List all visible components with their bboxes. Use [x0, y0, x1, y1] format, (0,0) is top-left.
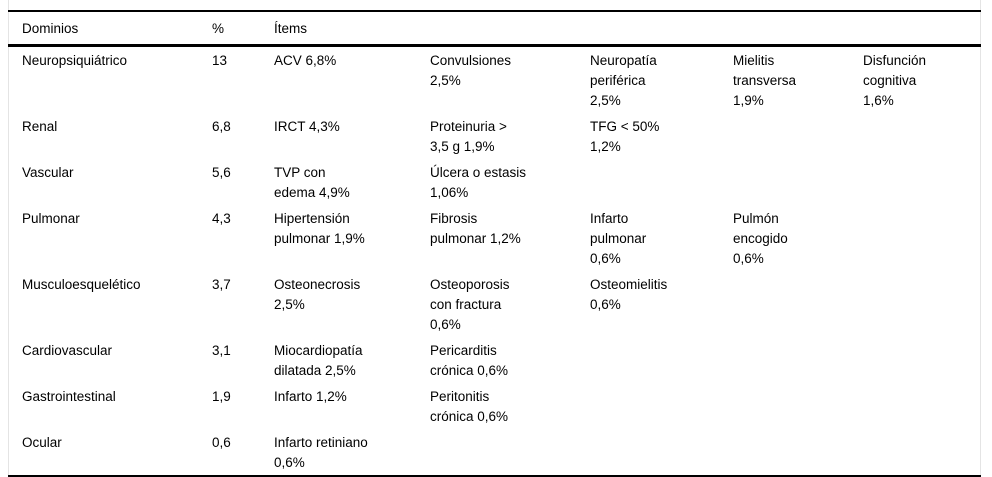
domain-cell: Cardiovascular — [22, 343, 113, 358]
header-row: Dominios % Ítems — [8, 11, 982, 47]
item-cell — [863, 205, 981, 271]
domain-cell: Musculoesquelético — [22, 277, 141, 292]
item-cell: TVP con edema 4,9% — [274, 165, 350, 200]
domain-cell: Ocular — [22, 435, 62, 450]
domain-cell: Gastrointestinal — [22, 389, 116, 404]
pct-cell: 3,7 — [212, 277, 231, 292]
item-cell: Mielitis transversa 1,9% — [733, 53, 797, 108]
item-cell: Infarto retiniano 0,6% — [274, 435, 368, 470]
domain-cell: Pulmonar — [22, 211, 80, 226]
item-cell — [863, 271, 981, 337]
col-header-dominios: Dominios — [8, 11, 212, 47]
item-cell: ACV 6,8% — [274, 53, 337, 68]
table-row-ocular: Ocular 0,6 Infarto retiniano 0,6% — [8, 429, 981, 476]
item-cell: Osteonecrosis 2,5% — [274, 277, 361, 312]
item-cell: TFG < 50% 1,2% — [590, 119, 660, 154]
pct-cell: 3,1 — [212, 343, 231, 358]
table-row-vascular: Vascular 5,6 TVP con edema 4,9% Úlcera o… — [8, 159, 981, 205]
item-cell — [733, 337, 863, 383]
page-frame — [8, 0, 981, 477]
item-cell — [863, 429, 981, 476]
pct-cell: 5,6 — [212, 165, 231, 180]
domain-cell: Neuropsiquiátrico — [22, 53, 128, 68]
pct-cell: 1,9 — [212, 389, 231, 404]
item-cell — [590, 429, 733, 476]
damage-domains-table: Dominios % Ítems Neuropsiquiátrico 13 AC… — [8, 10, 982, 477]
pct-cell: 4,3 — [212, 211, 231, 226]
table-row-cardiovascular: Cardiovascular 3,1 Miocardiopatía dilata… — [8, 337, 981, 383]
item-cell — [863, 159, 981, 205]
item-cell: Pericarditis crónica 0,6% — [430, 343, 509, 378]
item-cell — [733, 271, 863, 337]
table-row-musculoesqueletico: Musculoesquelético 3,7 Osteonecrosis 2,5… — [8, 271, 981, 337]
item-cell — [590, 383, 733, 429]
item-cell: Pulmón encogido 0,6% — [733, 211, 788, 266]
col-header-percent: % — [212, 11, 274, 47]
item-cell: Úlcera o estasis 1,06% — [430, 165, 527, 200]
item-cell — [863, 337, 981, 383]
item-cell — [590, 159, 733, 205]
item-cell: Hipertensión pulmonar 1,9% — [274, 211, 365, 246]
table-body: Neuropsiquiátrico 13 ACV 6,8% Convulsion… — [8, 46, 981, 477]
item-cell: Osteomielitis 0,6% — [590, 277, 668, 312]
domain-cell: Vascular — [22, 165, 74, 180]
table-row-gastrointestinal: Gastrointestinal 1,9 Infarto 1,2% Perito… — [8, 383, 981, 429]
col-header-items: Ítems — [274, 11, 982, 47]
item-cell — [733, 159, 863, 205]
item-cell: Fibrosis pulmonar 1,2% — [430, 211, 521, 246]
pct-cell: 6,8 — [212, 119, 231, 134]
item-cell: Proteinuria > 3,5 g 1,9% — [430, 119, 507, 154]
item-cell: Peritonitis crónica 0,6% — [430, 389, 509, 424]
item-cell — [733, 429, 863, 476]
domain-cell: Renal — [22, 119, 58, 134]
item-cell: IRCT 4,3% — [274, 119, 340, 134]
table-header: Dominios % Ítems — [8, 11, 982, 47]
table-row-renal: Renal 6,8 IRCT 4,3% Proteinuria > 3,5 g … — [8, 113, 981, 159]
pct-cell: 0,6 — [212, 435, 231, 450]
item-cell: Infarto pulmonar 0,6% — [590, 211, 647, 266]
item-cell: Disfunción cognitiva 1,6% — [863, 53, 927, 108]
item-cell — [590, 337, 733, 383]
item-cell: Neuropatía periférica 2,5% — [590, 53, 657, 108]
table-row-neuropsiquiatrico: Neuropsiquiátrico 13 ACV 6,8% Convulsion… — [8, 46, 981, 114]
item-cell — [863, 113, 981, 159]
item-cell: Miocardiopatía dilatada 2,5% — [274, 343, 363, 378]
item-cell — [430, 429, 590, 476]
item-cell — [863, 383, 981, 429]
item-cell — [733, 113, 863, 159]
item-cell: Osteoporosis con fractura 0,6% — [430, 277, 510, 332]
item-cell: Infarto 1,2% — [274, 389, 347, 404]
item-cell: Convulsiones 2,5% — [430, 53, 512, 88]
pct-cell: 13 — [212, 53, 228, 68]
table-row-pulmonar: Pulmonar 4,3 Hipertensión pulmonar 1,9% … — [8, 205, 981, 271]
item-cell — [733, 383, 863, 429]
